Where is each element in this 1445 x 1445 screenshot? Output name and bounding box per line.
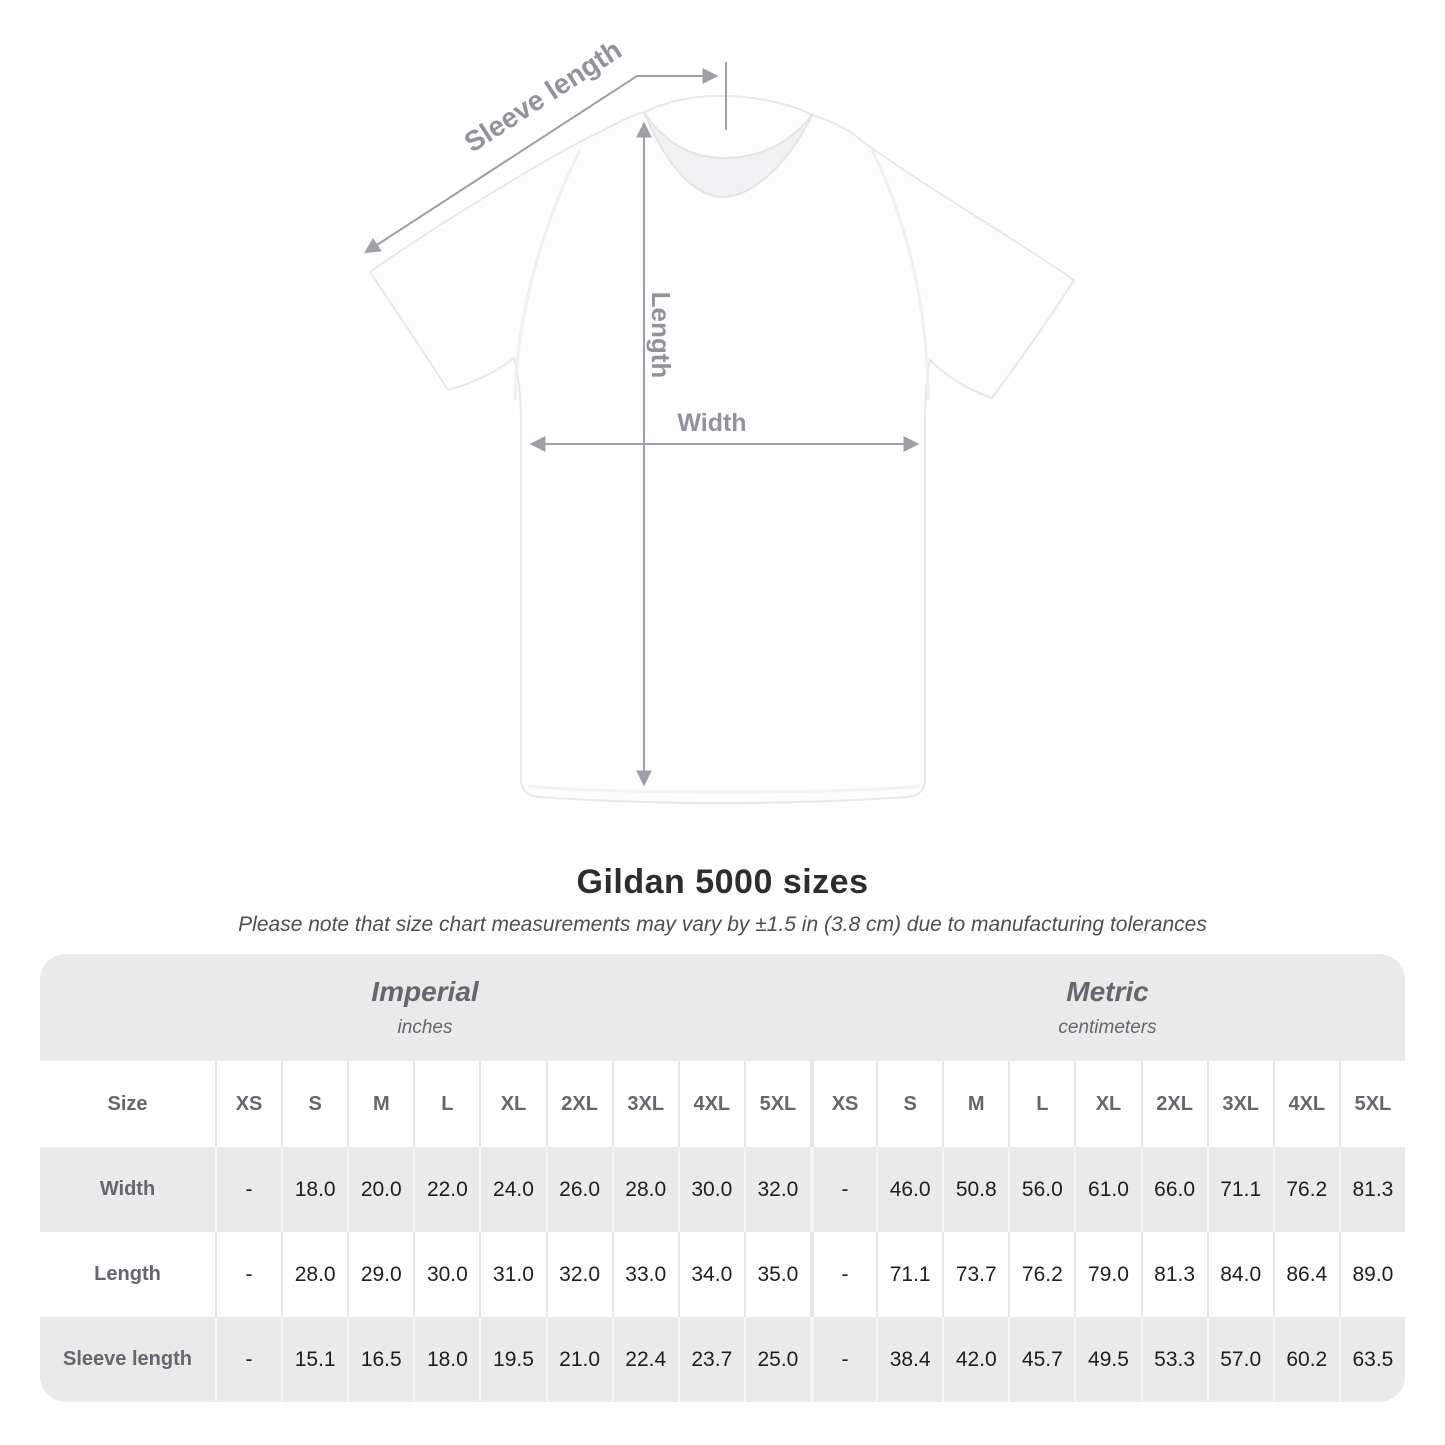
metric-size-3xl: 3XL [1206,1061,1273,1147]
sleeve-metric-2xl: 53.3 [1140,1317,1207,1402]
imperial-label: Imperial [371,976,479,1007]
length-row: Length - 28.0 29.0 30.0 31.0 32.0 33.0 3… [40,1232,1405,1317]
imperial-sublabel: inches [397,1017,453,1038]
sleeve-length-arrow [363,68,719,254]
tolerance-note: Please note that size chart measurements… [238,913,1207,936]
sleeve-imperial-5xl: 25.0 [743,1317,810,1402]
tshirt-measurement-diagram: Sleeve length Length Width [363,34,1075,804]
length-imperial-4xl: 34.0 [677,1232,744,1317]
imperial-size-s: S [281,1061,348,1147]
size-header: Size [40,1061,215,1147]
metric-label: Metric [1066,976,1149,1007]
length-metric-3xl: 84.0 [1206,1232,1273,1317]
metric-size-l: L [1008,1061,1075,1147]
sleeve-imperial-2xl: 21.0 [545,1317,612,1402]
metric-size-m: M [942,1061,1009,1147]
width-imperial-s: 18.0 [281,1147,348,1232]
tshirt-right-seam [870,149,930,401]
sleeve-imperial-s: 15.1 [281,1317,348,1402]
width-imperial-4xl: 30.0 [677,1147,744,1232]
length-metric-s: 71.1 [876,1232,943,1317]
imperial-size-3xl: 3XL [611,1061,678,1147]
size-header-row: Size XS S M L XL 2XL 3XL 4XL 5XL XS S M … [40,1061,1405,1147]
imperial-size-2xl: 2XL [545,1061,612,1147]
sleeve-metric-xl: 49.5 [1074,1317,1141,1402]
width-imperial-xl: 24.0 [479,1147,546,1232]
tshirt-body [369,94,1075,804]
imperial-size-5xl: 5XL [743,1061,810,1147]
length-imperial-5xl: 35.0 [743,1232,810,1317]
width-label: Width [677,409,746,437]
width-metric-l: 56.0 [1008,1147,1075,1232]
width-imperial-l: 22.0 [413,1147,480,1232]
length-metric-l: 76.2 [1008,1232,1075,1317]
sleeve-metric-xs: - [809,1317,877,1402]
width-imperial-5xl: 32.0 [743,1147,810,1232]
width-metric-3xl: 71.1 [1206,1147,1273,1232]
sleeve-metric-s: 38.4 [876,1317,943,1402]
sleeve-metric-l: 45.7 [1008,1317,1075,1402]
sleeve-imperial-l: 18.0 [413,1317,480,1402]
size-table: Imperial inches Metric centimeters Size … [40,954,1405,1402]
sleeve-imperial-xs: - [215,1317,282,1402]
page-title: Gildan 5000 sizes [576,863,869,901]
metric-size-4xl: 4XL [1272,1061,1339,1147]
length-row-label: Length [40,1232,215,1317]
width-metric-s: 46.0 [876,1147,943,1232]
metric-size-s: S [876,1061,943,1147]
imperial-size-xs: XS [215,1061,282,1147]
width-metric-xs: - [809,1147,877,1232]
width-metric-5xl: 81.3 [1338,1147,1405,1232]
length-imperial-s: 28.0 [281,1232,348,1317]
length-label: Length [646,292,676,379]
heading-block: Gildan 5000 sizes Please note that size … [0,845,1445,937]
metric-size-xs: XS [809,1061,877,1147]
length-metric-xl: 79.0 [1074,1232,1141,1317]
width-imperial-3xl: 28.0 [611,1147,678,1232]
imperial-size-m: M [347,1061,414,1147]
length-imperial-xl: 31.0 [479,1232,546,1317]
sleeve-imperial-4xl: 23.7 [677,1317,744,1402]
length-metric-xs: - [809,1232,877,1317]
unit-band-row: Imperial inches Metric centimeters [40,954,1405,1061]
width-imperial-xs: - [215,1147,282,1232]
length-imperial-l: 30.0 [413,1232,480,1317]
width-row-label: Width [40,1147,215,1232]
sleeve-metric-5xl: 63.5 [1338,1317,1405,1402]
imperial-size-xl: XL [479,1061,546,1147]
metric-size-5xl: 5XL [1338,1061,1405,1147]
metric-band: Metric centimeters [809,954,1405,1061]
imperial-band: Imperial inches [40,954,810,1061]
sleeve-imperial-m: 16.5 [347,1317,414,1402]
imperial-size-4xl: 4XL [677,1061,744,1147]
length-metric-5xl: 89.0 [1338,1232,1405,1317]
sleeve-length-row: Sleeve length - 15.1 16.5 18.0 19.5 21.0… [40,1317,1405,1402]
sleeve-metric-m: 42.0 [942,1317,1009,1402]
width-metric-4xl: 76.2 [1272,1147,1339,1232]
width-metric-m: 50.8 [942,1147,1009,1232]
length-imperial-2xl: 32.0 [545,1232,612,1317]
sleeve-imperial-3xl: 22.4 [611,1317,678,1402]
length-imperial-xs: - [215,1232,282,1317]
sleeve-length-row-label: Sleeve length [40,1317,215,1402]
length-metric-2xl: 81.3 [1140,1232,1207,1317]
width-metric-2xl: 66.0 [1140,1147,1207,1232]
size-table-card: Imperial inches Metric centimeters Size … [40,954,1405,1402]
length-metric-4xl: 86.4 [1272,1232,1339,1317]
imperial-size-l: L [413,1061,480,1147]
length-imperial-m: 29.0 [347,1232,414,1317]
length-imperial-3xl: 33.0 [611,1232,678,1317]
metric-size-2xl: 2XL [1140,1061,1207,1147]
metric-size-xl: XL [1074,1061,1141,1147]
width-row: Width - 18.0 20.0 22.0 24.0 26.0 28.0 30… [40,1147,1405,1232]
sleeve-metric-4xl: 60.2 [1272,1317,1339,1402]
width-imperial-m: 20.0 [347,1147,414,1232]
length-metric-m: 73.7 [942,1232,1009,1317]
sleeve-imperial-xl: 19.5 [479,1317,546,1402]
tshirt-hem-line [527,784,921,794]
metric-sublabel: centimeters [1058,1017,1157,1038]
width-metric-xl: 61.0 [1074,1147,1141,1232]
sleeve-metric-3xl: 57.0 [1206,1317,1273,1402]
width-imperial-2xl: 26.0 [545,1147,612,1232]
